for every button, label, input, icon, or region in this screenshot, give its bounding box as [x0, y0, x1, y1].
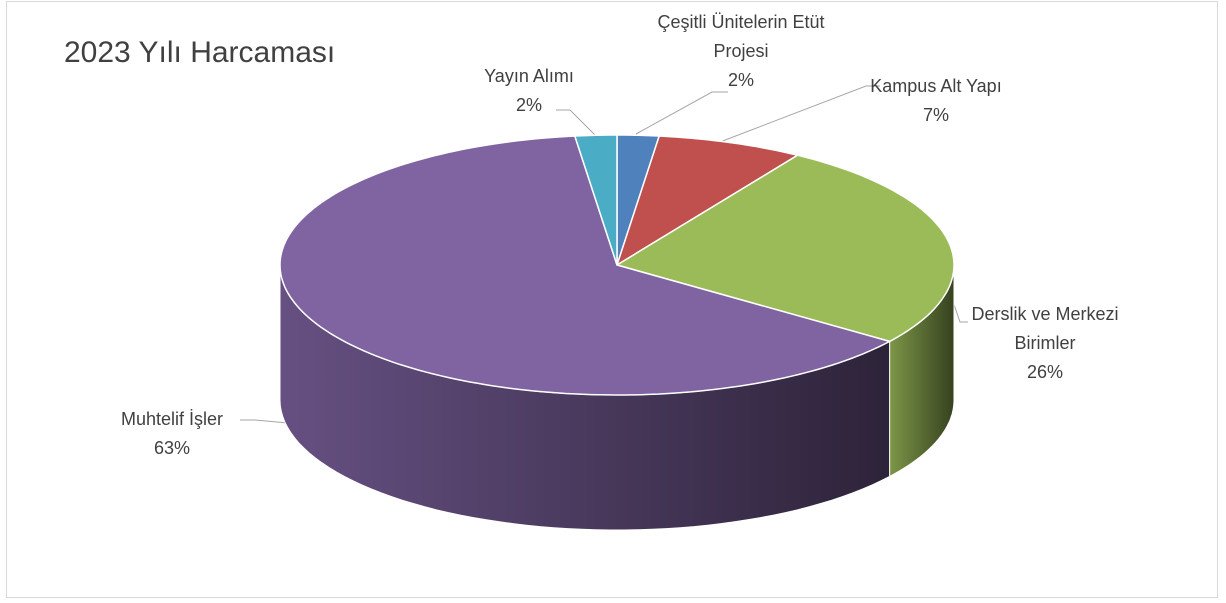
data-label: Çeşitli Ünitelerin Etüt Projesi 2% — [631, 8, 851, 95]
leader-line — [556, 109, 599, 139]
leader-line — [635, 91, 728, 135]
data-label: Kampus Alt Yapı 7% — [836, 72, 1036, 130]
chart-title: 2023 Yılı Harcaması — [64, 36, 336, 69]
category-label: Derslik ve Merkezi Birimler — [971, 304, 1119, 353]
data-label: Derslik ve Merkezi Birimler 26% — [955, 300, 1135, 387]
slice — [573, 134, 618, 266]
category-label: Yayın Alımı — [484, 66, 574, 86]
slice — [279, 135, 892, 396]
category-label: Muhtelif İşler — [120, 409, 224, 429]
category-label: Çeşitli Ünitelerin Etüt Projesi — [657, 12, 825, 61]
category-label: Kampus Alt Yapı — [870, 76, 1002, 96]
data-label: Yayın Alımı 2% — [449, 62, 609, 120]
data-label: Muhtelif İşler 63% — [72, 405, 272, 463]
slice — [615, 154, 955, 343]
chart-frame — [6, 1, 1218, 598]
value-label: 26% — [1026, 362, 1064, 382]
value-label: 7% — [922, 105, 949, 125]
value-label: 2% — [727, 70, 754, 90]
value-label: 2% — [515, 95, 542, 115]
leader-line — [719, 85, 880, 143]
slice — [615, 135, 800, 267]
value-label: 63% — [153, 438, 191, 458]
